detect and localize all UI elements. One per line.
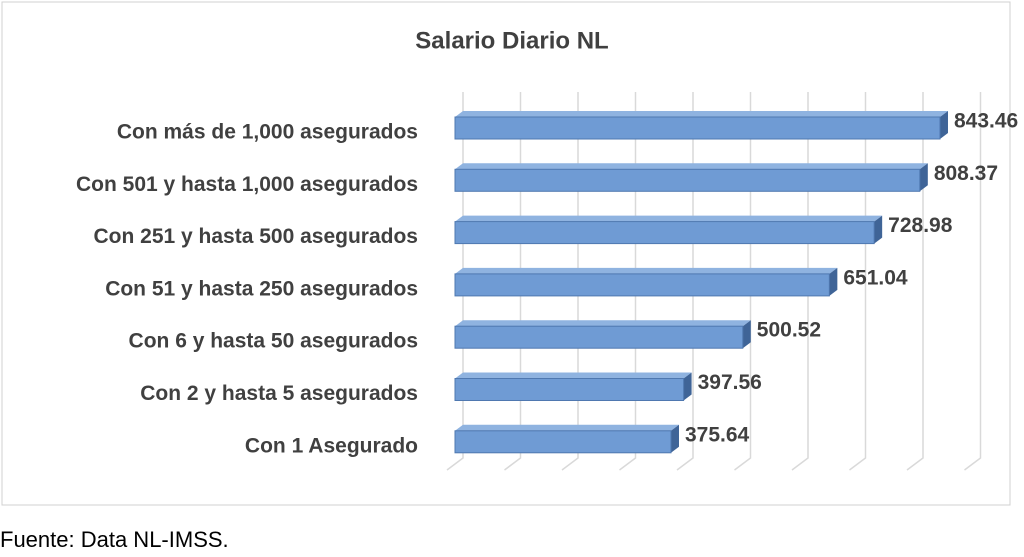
grid-line bbox=[446, 92, 464, 471]
y-tick-label: Con 1 Asegurado bbox=[245, 434, 418, 457]
bar-side bbox=[829, 267, 838, 296]
bar bbox=[454, 378, 685, 401]
grid-line bbox=[964, 92, 982, 471]
data-label: 375.64 bbox=[685, 423, 750, 446]
grid-line bbox=[849, 92, 867, 471]
bar-side bbox=[919, 163, 928, 192]
data-label: 397.56 bbox=[698, 371, 762, 394]
bar-top bbox=[455, 267, 838, 274]
bar-top bbox=[455, 163, 928, 170]
grid-line bbox=[676, 92, 694, 471]
data-label: 500.52 bbox=[757, 319, 821, 342]
y-tick-label: Con 6 y hasta 50 asegurados bbox=[129, 330, 418, 353]
data-label: 808.37 bbox=[934, 162, 998, 185]
bar-side bbox=[683, 372, 692, 401]
data-label: 651.04 bbox=[843, 266, 908, 289]
bar-side bbox=[939, 111, 948, 139]
bar bbox=[454, 430, 672, 454]
grid-line bbox=[561, 92, 579, 471]
grid-line bbox=[619, 92, 637, 471]
y-tick-label: Con más de 1,000 asegurados bbox=[117, 121, 418, 144]
bar bbox=[454, 116, 941, 140]
source-note: Fuente: Data NL-IMSS. bbox=[0, 527, 229, 552]
grid-line bbox=[791, 92, 809, 471]
chart-border bbox=[1, 1, 1011, 506]
data-label: 843.46 bbox=[954, 110, 1018, 133]
grid-line bbox=[504, 92, 522, 471]
bar bbox=[454, 168, 921, 192]
grid-line bbox=[734, 92, 752, 471]
grid-line bbox=[906, 92, 924, 471]
bar-top bbox=[455, 372, 692, 379]
bar-top bbox=[455, 320, 751, 327]
bar-side bbox=[742, 320, 751, 349]
y-tick-label: Con 501 y hasta 1,000 asegurados bbox=[76, 173, 418, 196]
bar bbox=[454, 325, 744, 349]
bar-top bbox=[455, 424, 679, 431]
bar-side bbox=[670, 424, 679, 453]
bar-top bbox=[455, 215, 883, 222]
bar bbox=[454, 273, 830, 297]
y-tick-label: Con 2 y hasta 5 asegurados bbox=[140, 382, 418, 405]
y-tick-label: Con 251 y hasta 500 asegurados bbox=[94, 225, 419, 248]
bar-top bbox=[455, 111, 948, 117]
data-label: 728.98 bbox=[888, 214, 953, 237]
bar-side bbox=[874, 215, 883, 244]
bar bbox=[454, 221, 875, 245]
y-tick-label: Con 51 y hasta 250 asegurados bbox=[105, 277, 418, 300]
chart-title: Salario Diario NL bbox=[415, 27, 608, 54]
